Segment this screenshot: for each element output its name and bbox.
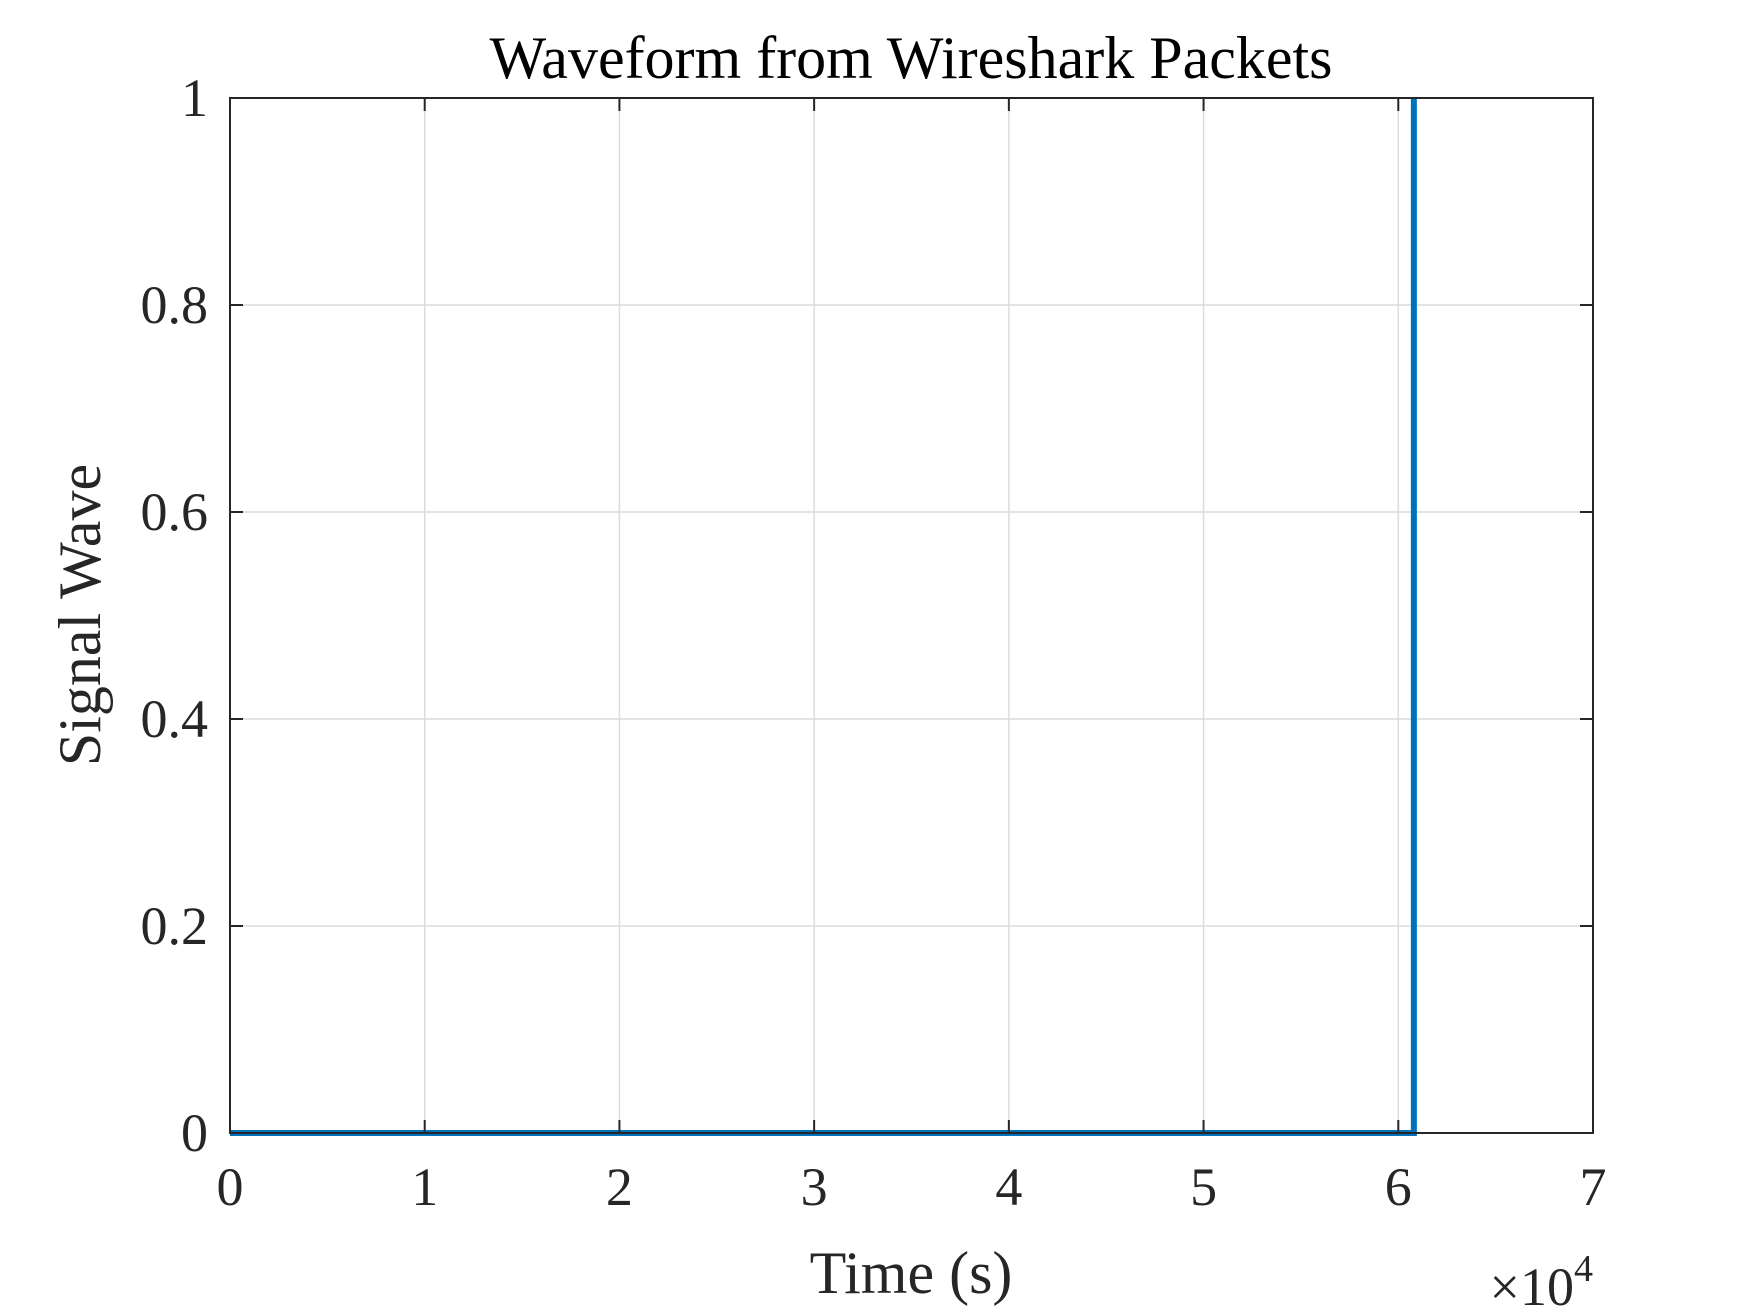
x-axis-exponent-prefix: ×10	[1490, 1257, 1574, 1313]
x-tick-label: 2	[606, 1157, 633, 1217]
x-tick-labels: 0 1 2 3 4 5 6 7	[217, 1157, 1607, 1217]
y-tick-label: 1	[181, 68, 208, 128]
x-tick-label: 7	[1580, 1157, 1607, 1217]
chart-title: Waveform from Wireshark Packets	[489, 25, 1332, 91]
y-axis-label: Signal Wave	[47, 464, 113, 766]
x-tick-label: 1	[411, 1157, 438, 1217]
axes-box	[229, 97, 1594, 1134]
x-tick-label: 4	[995, 1157, 1022, 1217]
x-axis-exponent: ×104	[1490, 1248, 1593, 1313]
x-tick-label: 0	[217, 1157, 244, 1217]
x-axis-label: Time (s)	[810, 1240, 1013, 1306]
y-tick-label: 0.8	[141, 275, 209, 335]
plot-area	[230, 98, 1593, 1133]
y-tick-label: 0.2	[141, 896, 209, 956]
y-tick-labels: 0 0.2 0.4 0.6 0.8 1	[141, 68, 209, 1163]
x-tick-label: 6	[1385, 1157, 1412, 1217]
x-tick-label: 3	[801, 1157, 828, 1217]
y-tick-label: 0.6	[141, 482, 209, 542]
x-axis-exponent-power: 4	[1574, 1248, 1593, 1290]
y-tick-label: 0	[181, 1103, 208, 1163]
y-tick-label: 0.4	[141, 689, 209, 749]
x-tick-label: 5	[1190, 1157, 1217, 1217]
tick-marks	[229, 97, 1594, 1134]
